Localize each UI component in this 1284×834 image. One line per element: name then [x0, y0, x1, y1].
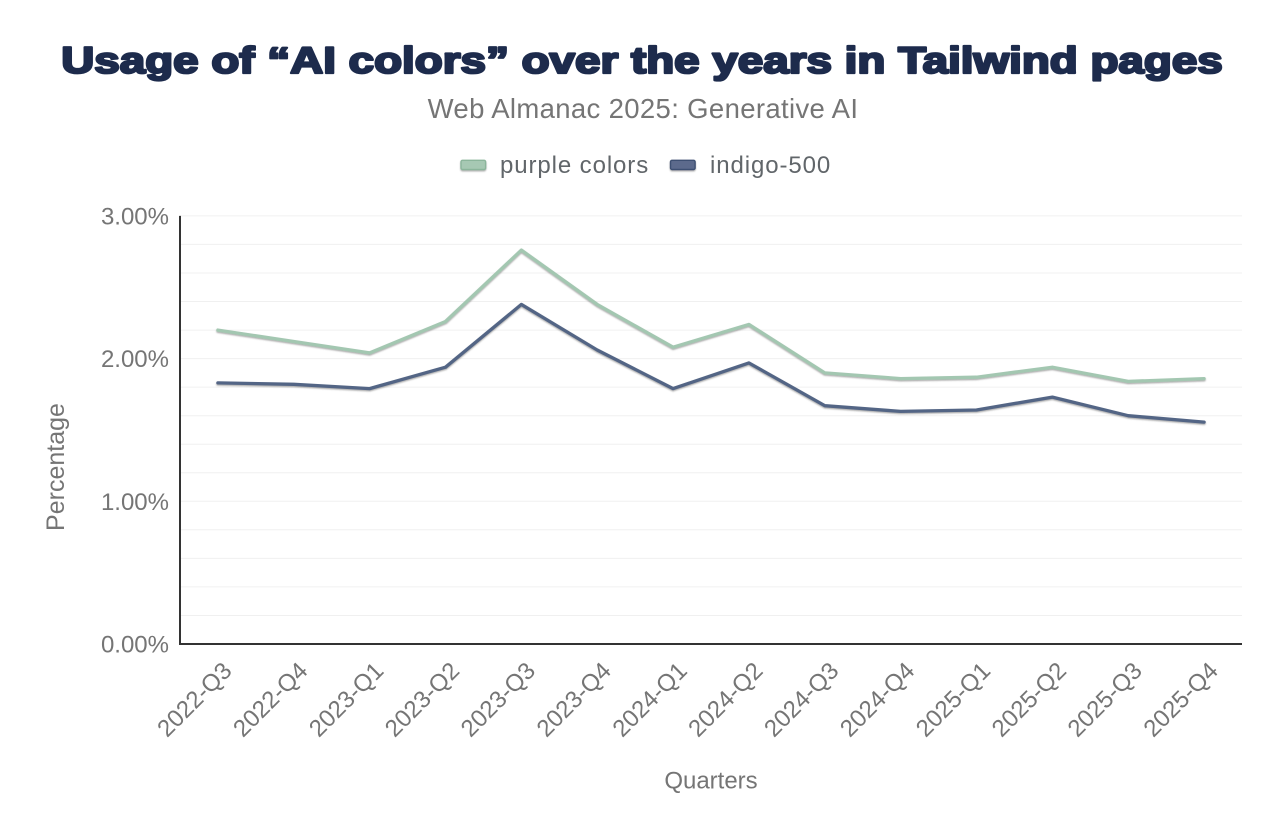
svg-text:Web Almanac 2025: Generative A: Web Almanac 2025: Generative AI	[428, 93, 859, 124]
svg-text:Percentage: Percentage	[42, 403, 70, 531]
svg-text:3.00%: 3.00%	[101, 203, 169, 230]
svg-text:Quarters: Quarters	[664, 768, 757, 795]
svg-text:2.00%: 2.00%	[101, 346, 169, 373]
svg-text:indigo-500: indigo-500	[710, 152, 831, 179]
svg-text:0.00%: 0.00%	[101, 632, 169, 659]
svg-text:purple colors: purple colors	[500, 152, 649, 179]
svg-text:1.00%: 1.00%	[101, 489, 169, 516]
svg-text:Usage of “AI colors” over the: Usage of “AI colors” over the years in T…	[61, 39, 1223, 81]
